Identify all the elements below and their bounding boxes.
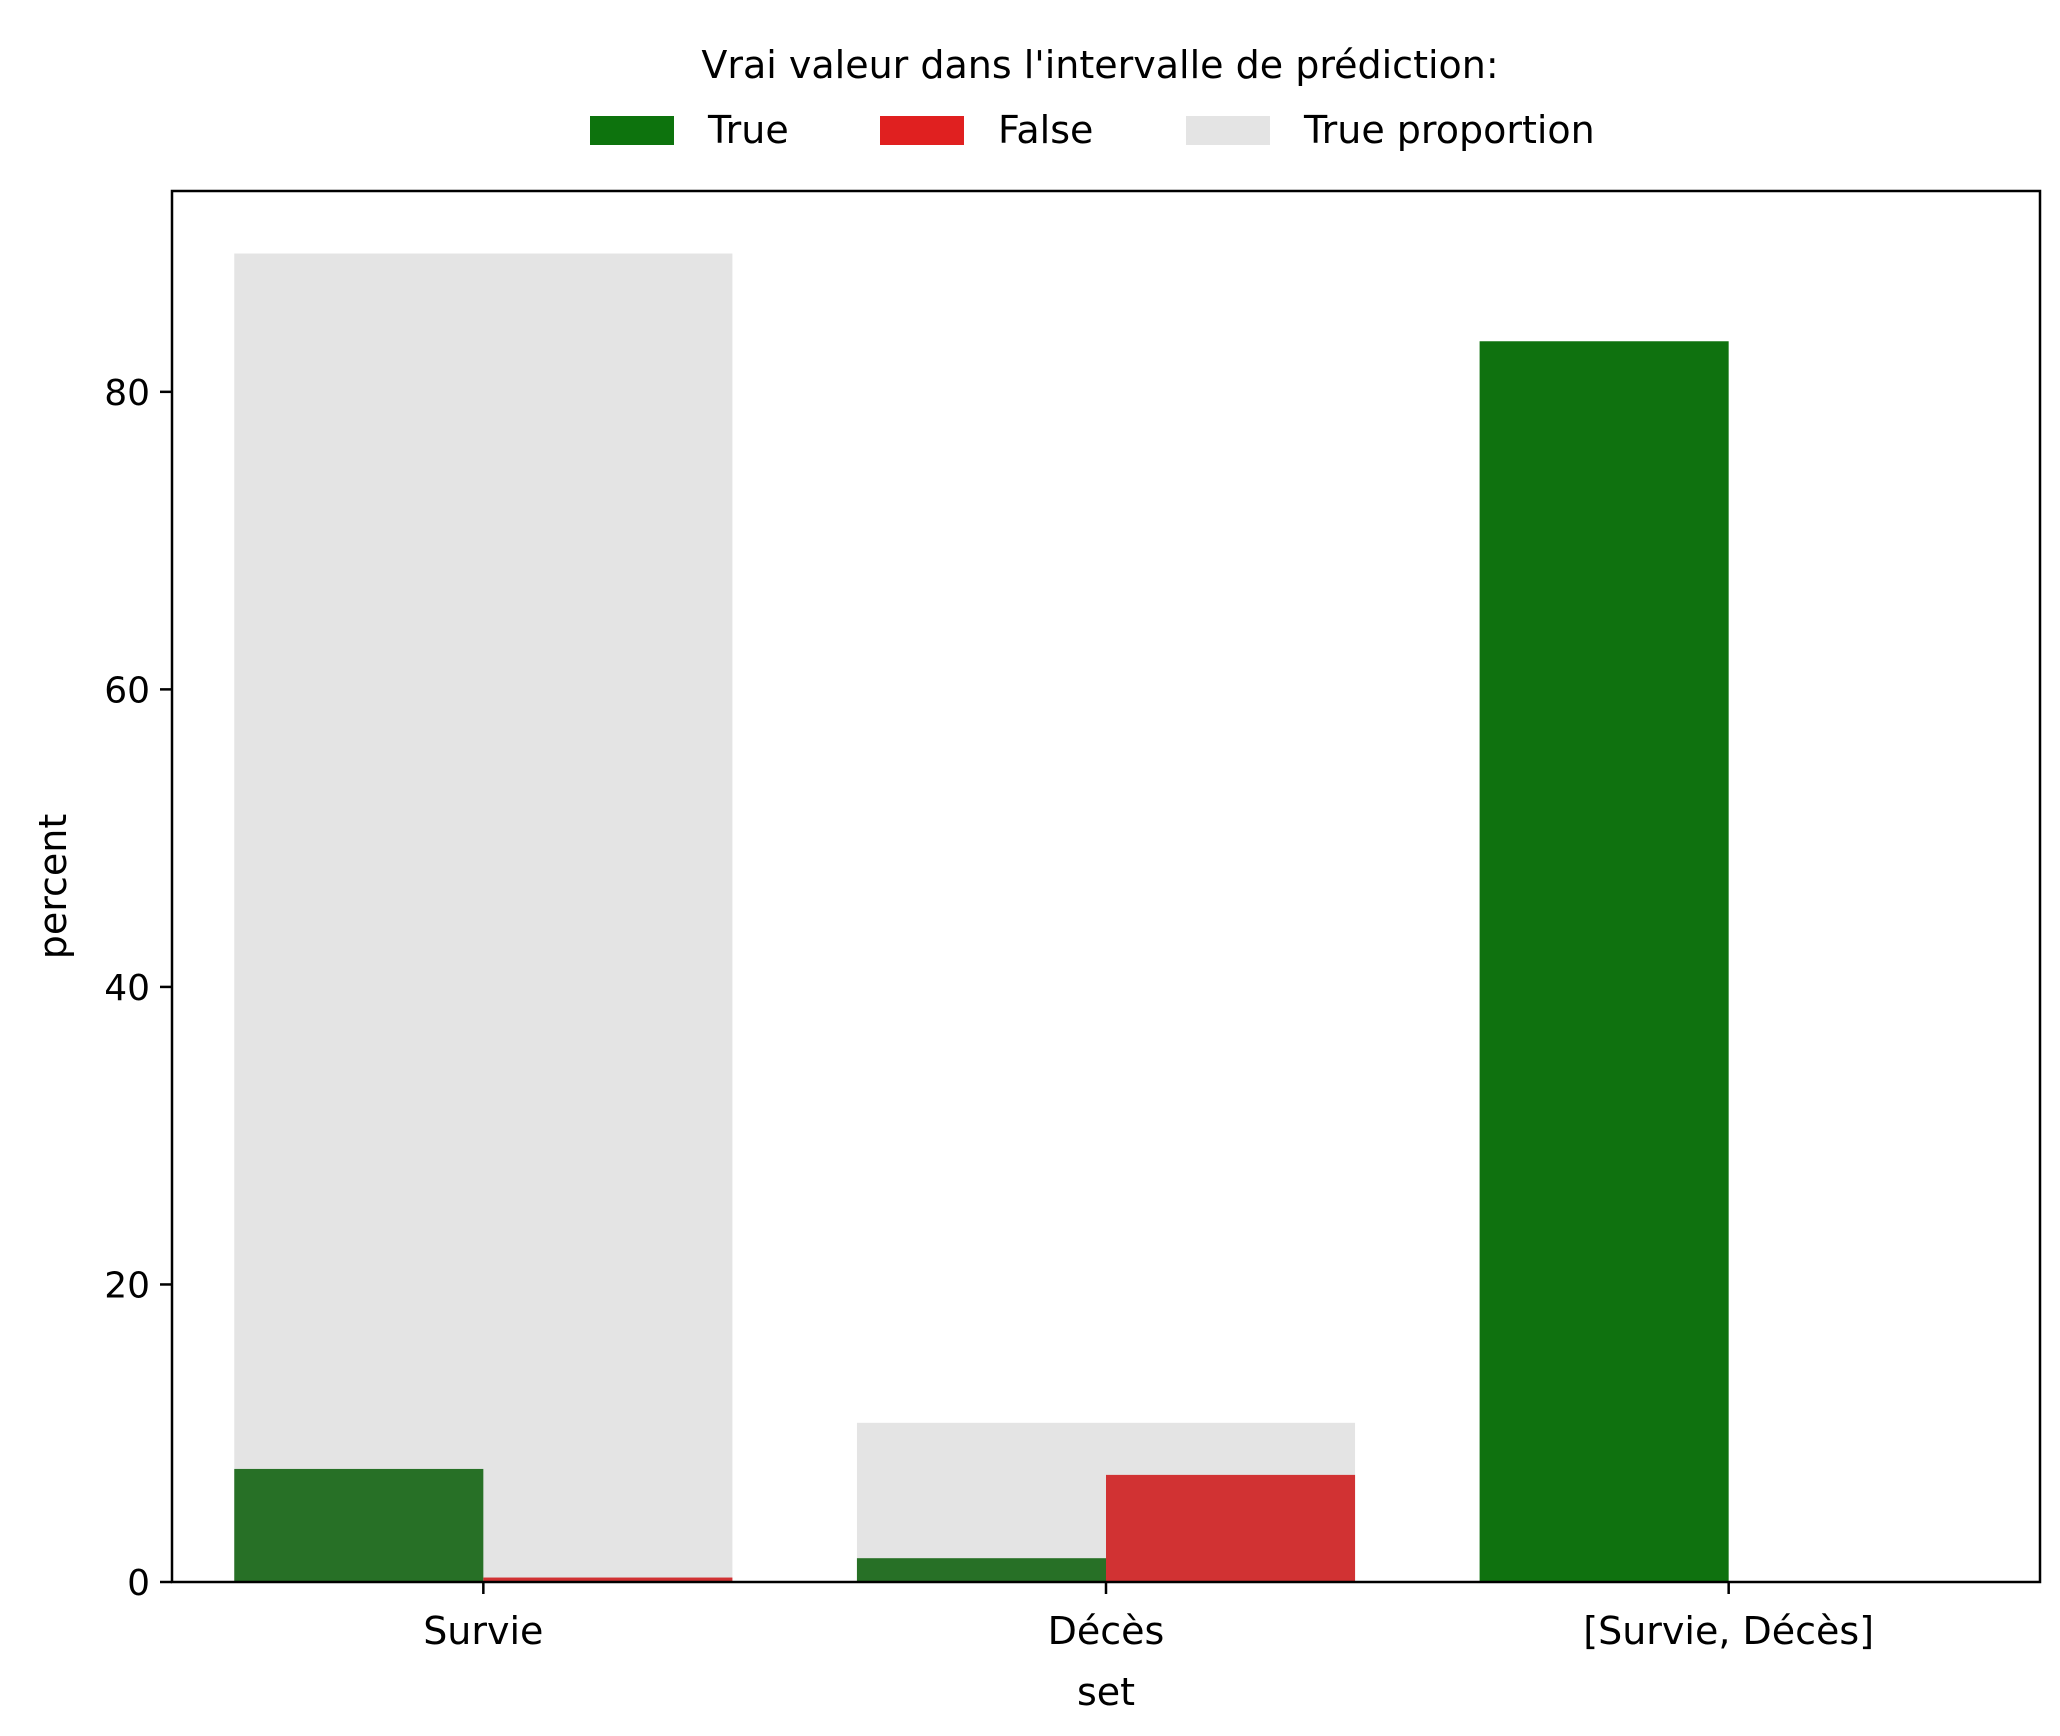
y-tick-label: 60 bbox=[104, 670, 150, 711]
x-tick-label: [Survie, Décès] bbox=[1583, 1609, 1874, 1653]
bar-true-d-c-s bbox=[856, 1558, 1106, 1582]
y-axis-label: percent bbox=[31, 814, 75, 960]
x-axis-label: set bbox=[1077, 1670, 1135, 1714]
bar-false-survie bbox=[483, 1577, 733, 1582]
legend-label-false: False bbox=[998, 108, 1093, 152]
legend: Vrai valeur dans l'intervalle de prédict… bbox=[590, 43, 1595, 152]
y-tick-label: 0 bbox=[127, 1563, 150, 1604]
legend-title: Vrai valeur dans l'intervalle de prédict… bbox=[701, 43, 1498, 87]
legend-label-true-proportion: True proportion bbox=[1303, 108, 1595, 152]
y-tick-label: 80 bbox=[104, 373, 150, 414]
bar-true-survie bbox=[234, 1468, 484, 1582]
foreground-bars bbox=[234, 341, 1729, 1582]
bar-true-proportion-survie bbox=[234, 253, 733, 1583]
bar-true-survie-d-c-s bbox=[1479, 341, 1729, 1582]
y-tick-label: 20 bbox=[104, 1265, 150, 1306]
x-axis: Survie Décès [Survie, Décès] bbox=[423, 1582, 1874, 1653]
legend-swatch-true bbox=[590, 116, 674, 145]
legend-swatch-false bbox=[880, 116, 964, 145]
y-tick-label: 40 bbox=[104, 968, 150, 1009]
bar-false-d-c-s bbox=[1106, 1474, 1356, 1582]
legend-swatch-true-proportion bbox=[1186, 116, 1270, 145]
legend-label-true: True bbox=[707, 108, 789, 152]
y-axis: 0 20 40 60 80 bbox=[104, 373, 172, 1604]
x-tick-label: Survie bbox=[423, 1609, 543, 1653]
x-tick-label: Décès bbox=[1048, 1609, 1165, 1653]
